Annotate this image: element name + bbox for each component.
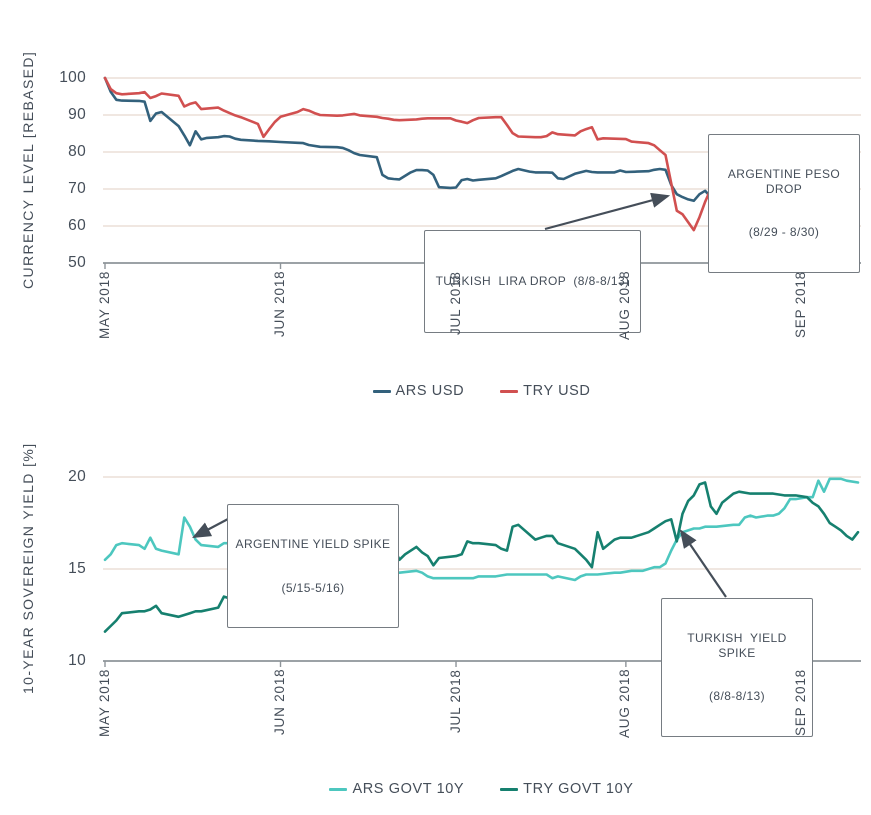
- legend-item-ars-usd: ARS USD: [372, 383, 465, 399]
- annotation-arrow: [192, 518, 229, 539]
- legend-label-try-govt-10y: TRY GOVT 10Y: [523, 781, 634, 797]
- annotation-arrow: [544, 192, 671, 231]
- y-tick-label: 10: [68, 651, 86, 669]
- y-tick-label: 80: [68, 142, 86, 160]
- x-tick-label: MAY 2018: [96, 271, 112, 340]
- yield-chart-y-axis-title: 10-YEAR SOVEREIGN YIELD [%]: [20, 442, 36, 694]
- y-tick-label: 70: [68, 179, 86, 197]
- annotation-turkish-lira-drop: TURKISH LIRA DROP (8/8-8/13): [424, 230, 641, 333]
- annotation-text: (5/15-5/16): [281, 580, 345, 595]
- x-tick-label: MAY 2018: [96, 669, 112, 738]
- annotation-argentine-yield-spike: ARGENTINE YIELD SPIKE (5/15-5/16): [227, 504, 399, 628]
- x-tick-label: SEP 2018: [792, 669, 808, 736]
- ars-govt-10y-line-swatch: [329, 787, 348, 791]
- annotation-text: (8/8-8/13): [708, 689, 766, 703]
- legend-yield-chart: ARS GOVT 10Y TRY GOVT 10Y: [105, 780, 858, 798]
- x-tick-label: JUN 2018: [272, 271, 287, 338]
- y-tick-label: 20: [68, 467, 86, 485]
- y-tick-label: 50: [68, 253, 86, 271]
- legend-label-ars-govt-10y: ARS GOVT 10Y: [352, 781, 465, 797]
- x-tick-label: AUG 2018: [617, 669, 633, 739]
- x-tick-label: JUN 2018: [272, 669, 287, 736]
- annotation-text: (8/29 - 8/30): [748, 225, 820, 239]
- legend-currency-chart: ARS USD TRY USD: [105, 382, 858, 400]
- legend-label-ars-usd: ARS USD: [395, 383, 465, 399]
- x-tick-label: JUL 2018: [447, 669, 463, 733]
- x-tick-label: AUG 2018: [617, 271, 633, 341]
- currency-chart-y-axis-title: CURRENCY LEVEL [REBASED]: [20, 50, 36, 290]
- x-tick-label: JUL 2018: [447, 271, 463, 335]
- x-tick-label: SEP 2018: [792, 271, 808, 338]
- y-tick-label: 60: [68, 216, 86, 234]
- legend-item-try-usd: TRY USD: [500, 383, 590, 399]
- series-line-ars-govt-10y: [103, 477, 860, 584]
- y-tick-label: 15: [68, 559, 86, 577]
- legend-label-try-usd: TRY USD: [523, 383, 591, 399]
- annotation-turkish-yield-spike: TURKISH YIELD SPIKE (8/8-8/13): [661, 598, 813, 737]
- annotation-argentine-peso-drop: ARGENTINE PESO DROP (8/29 - 8/30): [708, 134, 860, 273]
- annotation-text: ARGENTINE PESO DROP: [727, 167, 844, 196]
- y-tick-label: 100: [59, 68, 86, 86]
- ars-usd-line-swatch: [372, 389, 391, 393]
- annotation-text: TURKISH YIELD SPIKE: [687, 631, 791, 660]
- annotation-text: ARGENTINE YIELD SPIKE: [235, 537, 391, 551]
- try-usd-line-swatch: [500, 389, 519, 393]
- legend-item-try-govt-10y: TRY GOVT 10Y: [500, 781, 633, 797]
- y-tick-label: 90: [68, 105, 86, 123]
- annotation-text: TURKISH LIRA DROP (8/8-8/13): [435, 274, 630, 288]
- try-govt-10y-line-swatch: [500, 787, 519, 791]
- annotation-arrow: [679, 529, 727, 598]
- legend-item-ars-govt-10y: ARS GOVT 10Y: [329, 781, 464, 797]
